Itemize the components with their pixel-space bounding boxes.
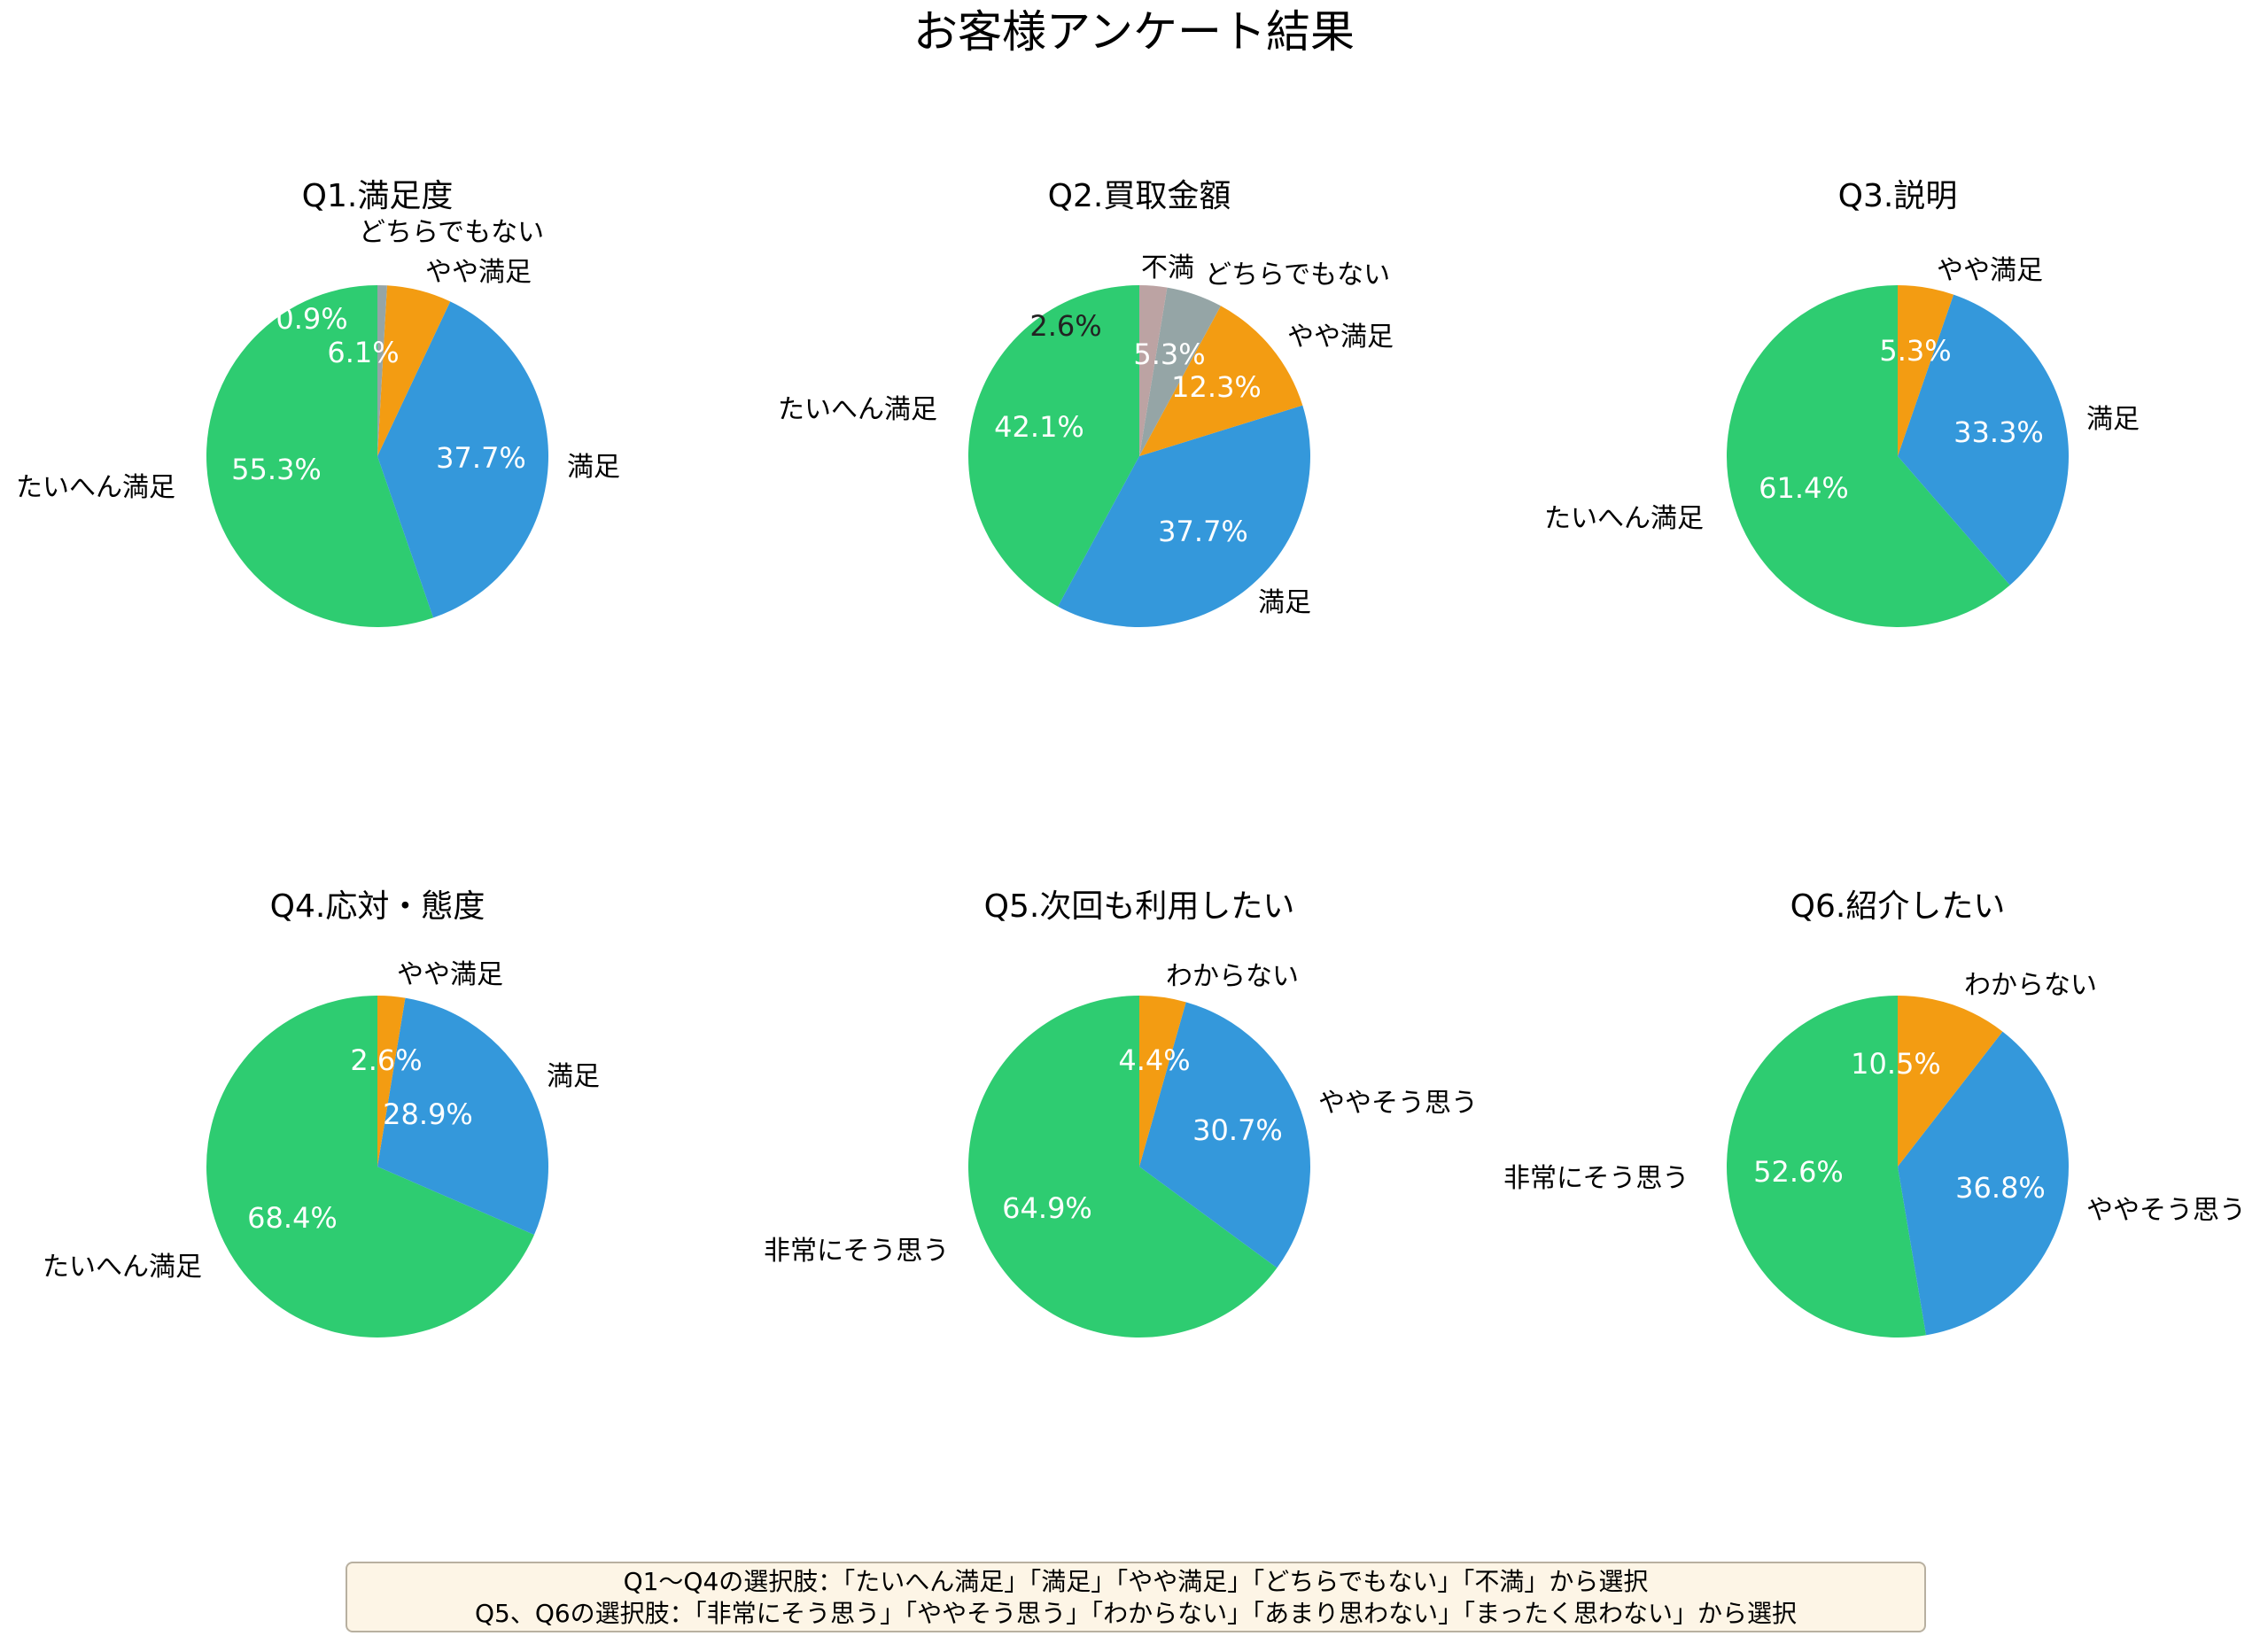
slice-percent-label: 10.5% (1851, 1047, 1941, 1081)
pie-slice (377, 301, 548, 618)
pie-title: Q3.説明 (1838, 178, 1958, 214)
slice-category-label: 満足 (567, 452, 620, 483)
pie-title: Q1.満足度 (302, 178, 454, 214)
slice-percent-label: 0.9% (276, 302, 347, 336)
slice-category-label: やや満足 (1937, 255, 2043, 286)
pie-slice (206, 285, 434, 627)
pie-slice (1898, 294, 2069, 585)
pie-title: Q4.応対・態度 (270, 888, 485, 925)
slice-percent-label: 36.8% (1955, 1171, 2046, 1205)
pie-title: Q2.買取金額 (1048, 178, 1231, 214)
slice-percent-label: 12.3% (1171, 370, 1262, 404)
pie-slice (377, 996, 406, 1167)
chart-main-title: お客様アンケート結果 (913, 6, 1355, 58)
slice-category-label: やや満足 (1287, 322, 1394, 353)
slice-percent-label: 4.4% (1118, 1043, 1190, 1077)
slice-category-label: やや満足 (425, 257, 532, 288)
pie-slice (1727, 996, 1927, 1338)
slice-percent-label: 52.6% (1753, 1155, 1844, 1189)
pie-slice (1058, 405, 1310, 627)
slice-percent-label: 28.9% (383, 1097, 473, 1131)
pie-slice (206, 996, 534, 1337)
slice-percent-label: 30.7% (1192, 1113, 1283, 1147)
slice-category-label: ややそう思う (1318, 1088, 1478, 1119)
note-line-q5-q6: Q5、Q6の選択肢：「非常にそう思う」「ややそう思う」「わからない」「あまり思わ… (474, 1599, 1798, 1628)
slice-percent-label: 55.3% (231, 453, 322, 486)
slice-percent-label: 2.6% (350, 1043, 422, 1077)
slice-category-label: たいへん満足 (16, 472, 175, 503)
pie-slice (1898, 285, 1954, 456)
slice-category-label: わからない (1166, 961, 1299, 992)
note-line-q1-q4: Q1〜Q4の選択肢：「たいへん満足」「満足」「やや満足」「どちらでもない」「不満… (623, 1567, 1649, 1596)
slice-percent-label: 68.4% (247, 1201, 338, 1235)
pie-slice (1139, 306, 1303, 456)
slice-percent-label: 6.1% (327, 336, 399, 369)
slice-category-label: たいへん満足 (43, 1252, 202, 1283)
slice-percent-label: 37.7% (436, 441, 526, 475)
slice-category-label: どちらでもない (359, 217, 544, 248)
slice-percent-label: 5.3% (1133, 337, 1205, 371)
slice-category-label: 満足 (1258, 587, 1311, 618)
pie-slice (377, 285, 387, 456)
slice-category-label: どちらでもない (1205, 260, 1390, 291)
pie-title: Q6.紹介したい (1790, 888, 2006, 925)
pie-slice (968, 996, 1278, 1337)
pie-slice (1139, 285, 1168, 456)
slice-percent-label: 42.1% (994, 410, 1084, 444)
slice-category-label: 不満 (1141, 252, 1194, 283)
slice-percent-label: 37.7% (1158, 515, 1248, 548)
slice-category-label: わからない (1964, 970, 2097, 1001)
pie-slice (1898, 1031, 2069, 1336)
slice-percent-label: 33.3% (1953, 415, 2044, 449)
slice-category-label: 満足 (2086, 404, 2140, 435)
slice-percent-label: 61.4% (1759, 471, 1849, 505)
pie-slice (967, 285, 1139, 607)
slice-category-label: 満足 (547, 1061, 600, 1092)
slice-category-label: たいへん満足 (1544, 503, 1704, 534)
slice-category-label: 非常にそう思う (1503, 1163, 1689, 1194)
pie-slice (1139, 996, 1186, 1167)
slice-percent-label: 2.6% (1029, 309, 1101, 343)
slice-percent-label: 64.9% (1002, 1191, 1092, 1225)
pie-slice (1139, 1002, 1310, 1268)
slice-category-label: 非常にそう思う (764, 1236, 949, 1267)
pie-slice (1726, 285, 2010, 628)
slice-category-label: たいへん満足 (778, 394, 937, 425)
pie-slice (377, 285, 451, 456)
pie-slice (1898, 996, 2003, 1167)
slice-percent-label: 5.3% (1879, 334, 1951, 368)
pie-title: Q5.次回も利用したい (984, 888, 1295, 925)
choices-note-box: Q1〜Q4の選択肢：「たいへん満足」「満足」「やや満足」「どちらでもない」「不満… (346, 1562, 1926, 1632)
pie-slice (377, 997, 549, 1236)
slice-category-label: ややそう思う (2086, 1195, 2246, 1226)
slice-category-label: やや満足 (397, 959, 503, 990)
pie-slice (1139, 287, 1221, 456)
